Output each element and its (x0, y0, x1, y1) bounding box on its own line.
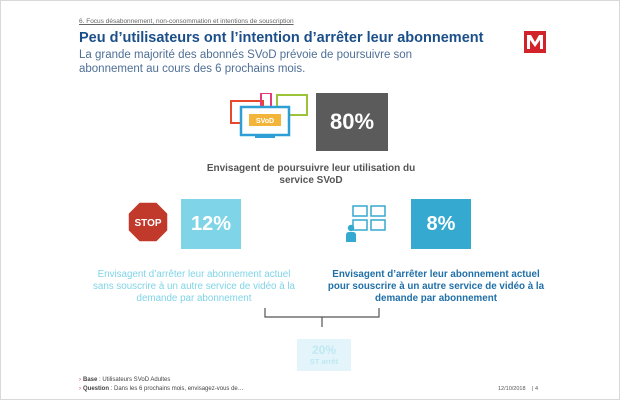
footer-question-text: : Dans les 6 prochains mois, envisagez-v… (109, 386, 244, 392)
page-number: | 4 (532, 386, 539, 392)
left-stat-value: 12% (181, 199, 241, 249)
summary-bracket (264, 308, 380, 327)
people-icon (346, 205, 386, 242)
page-subtitle: La grande majorité des abonnés SVoD prév… (79, 49, 413, 75)
section-label: 6. Focus désabonnement, non-consommation… (79, 18, 294, 25)
main-stat-value: 80% (316, 93, 388, 151)
summary-box: 20% ST arrêt (297, 339, 351, 371)
logo-icon (524, 31, 546, 53)
left-stat-description: Envisagent d’arrêter leur abonnement act… (92, 269, 296, 304)
stop-sign-text: STOP (134, 218, 161, 229)
devices-icon-label: SVoD (256, 118, 274, 125)
right-stat-description: Envisagent d’arrêter leur abonnement act… (327, 269, 545, 304)
footer-question-label: Question (83, 386, 110, 392)
footer-question: › Question : Dans les 6 prochains mois, e… (79, 386, 244, 392)
footer-arrow-icon: › (79, 377, 81, 383)
devices-icon: SVoD (230, 93, 308, 138)
summary-label: ST arrêt (309, 357, 339, 366)
footer-base: › Base : Utilisateurs SVoD Adultes (79, 377, 170, 383)
footer-base-text: : Utilisateurs SVoD Adultes (97, 377, 171, 383)
footer-date: 12/10/2018 (498, 386, 526, 392)
stop-sign-icon: STOP (127, 201, 169, 243)
summary-value: 20% (311, 343, 337, 357)
footer-arrow-icon: › (79, 386, 81, 392)
right-stat-value: 8% (411, 199, 471, 249)
main-stat-description: Envisagent de poursuivre leur utilisatio… (206, 163, 416, 186)
footer-base-label: Base (83, 377, 98, 383)
page-title: Peu d’utilisateurs ont l’intention d’arr… (79, 30, 484, 46)
